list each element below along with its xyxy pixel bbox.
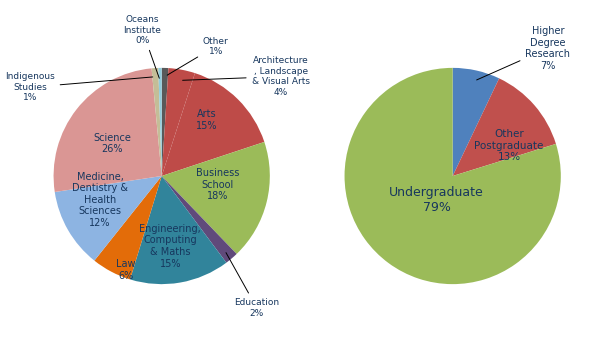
Text: Arts
15%: Arts 15% (197, 109, 218, 131)
Wedge shape (152, 68, 162, 176)
Wedge shape (53, 68, 162, 192)
Text: Indigenous
Studies
1%: Indigenous Studies 1% (5, 73, 153, 102)
Text: Oceans
Institute
0%: Oceans Institute 0% (123, 15, 161, 78)
Text: Science
26%: Science 26% (93, 133, 131, 155)
Wedge shape (453, 68, 499, 176)
Text: Law
6%: Law 6% (116, 259, 136, 281)
Text: Higher
Degree
Research
7%: Higher Degree Research 7% (477, 26, 570, 80)
Text: Other
Postgraduate
13%: Other Postgraduate 13% (474, 129, 543, 162)
Wedge shape (130, 176, 226, 284)
Text: Education
2%: Education 2% (226, 253, 279, 318)
Wedge shape (94, 176, 162, 279)
Wedge shape (162, 68, 195, 176)
Text: Business
School
18%: Business School 18% (196, 168, 240, 201)
Text: Medicine,
Dentistry &
Health
Sciences
12%: Medicine, Dentistry & Health Sciences 12… (72, 171, 128, 228)
Text: Architecture
, Landscape
& Visual Arts
4%: Architecture , Landscape & Visual Arts 4… (182, 56, 310, 96)
Wedge shape (162, 73, 264, 176)
Text: Undergraduate
79%: Undergraduate 79% (389, 186, 484, 214)
Wedge shape (453, 78, 556, 176)
Wedge shape (158, 68, 162, 176)
Text: Engineering,
Computing
& Maths
15%: Engineering, Computing & Maths 15% (140, 224, 201, 269)
Wedge shape (162, 142, 270, 254)
Wedge shape (162, 68, 169, 176)
Wedge shape (162, 176, 237, 263)
Wedge shape (55, 176, 162, 260)
Text: Other
1%: Other 1% (167, 37, 229, 75)
Wedge shape (345, 68, 561, 284)
